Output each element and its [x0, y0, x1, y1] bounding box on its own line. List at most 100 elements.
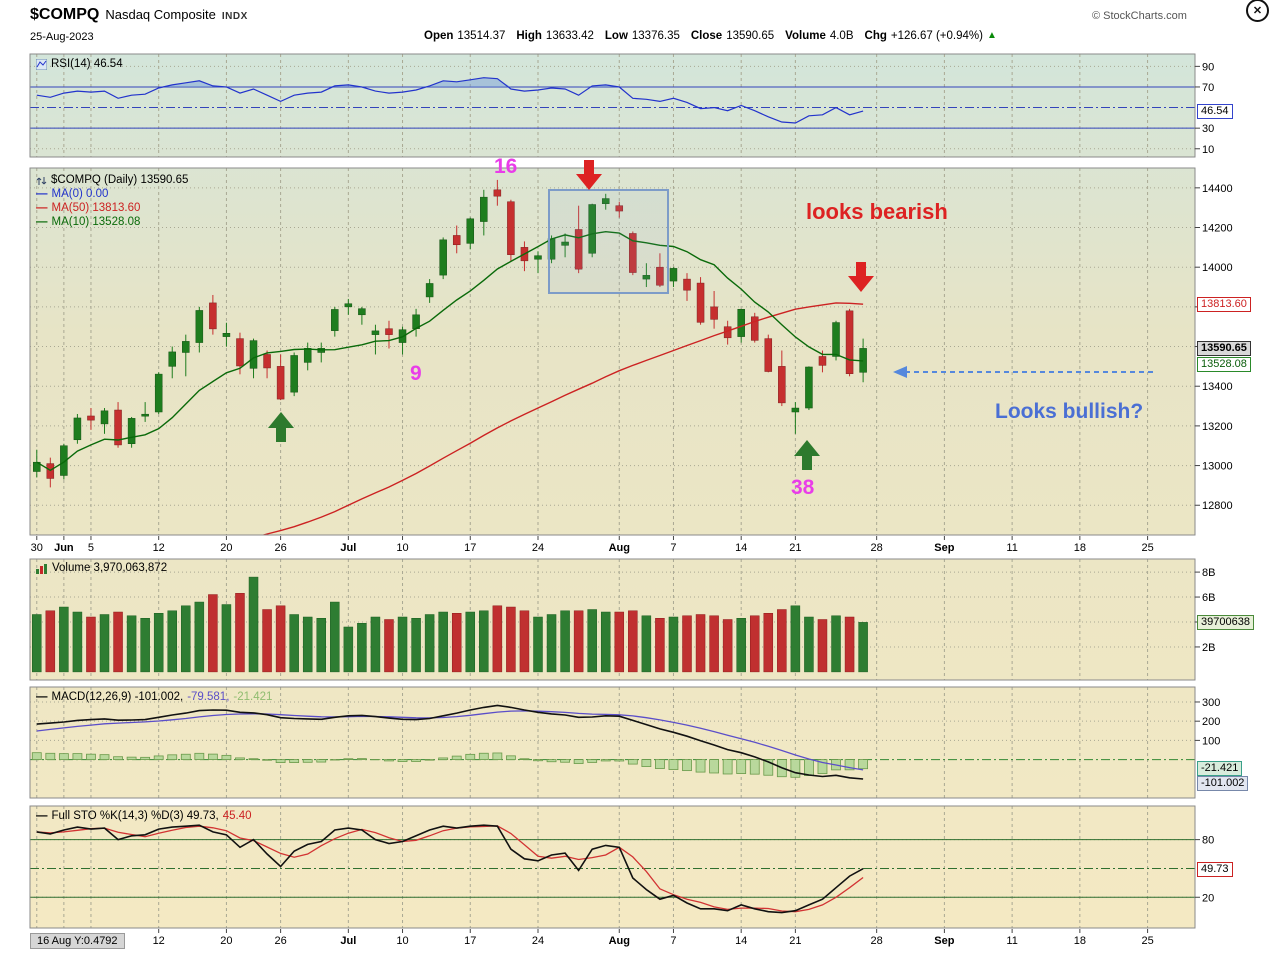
svg-text:200: 200 — [1202, 716, 1220, 728]
svg-text:14000: 14000 — [1202, 262, 1233, 274]
volume-value: 4.0B — [829, 30, 854, 42]
svg-text:14: 14 — [735, 542, 747, 554]
svg-text:Aug: Aug — [609, 935, 630, 947]
sto-value-badge: 49.73 — [1197, 862, 1233, 877]
svg-text:14400: 14400 — [1202, 183, 1233, 195]
svg-text:13000: 13000 — [1202, 461, 1233, 473]
green-up-arrow-annotation-2 — [794, 440, 820, 470]
header: $COMPQ Nasdaq Composite INDX — [30, 6, 248, 24]
volume-value-badge: 39700638 — [1197, 615, 1254, 630]
svg-text:10: 10 — [1202, 144, 1214, 156]
volume-legend-label: Volume 3,970,063,872 — [52, 562, 168, 574]
close-icon: ✕ — [1252, 5, 1263, 17]
ma50-value-badge: 13813.60 — [1197, 297, 1251, 312]
svg-text:80: 80 — [1202, 835, 1214, 847]
svg-text:70: 70 — [1202, 82, 1214, 94]
company-name: Nasdaq Composite — [105, 7, 216, 22]
price-legend: $COMPQ (Daily) 13590.65 — MA(0) 0.00 — M… — [36, 173, 188, 229]
macd-legend: — MACD(12,26,9) -101.002, -79.581, -21.4… — [36, 690, 272, 704]
svg-text:21: 21 — [789, 935, 801, 947]
svg-text:2B: 2B — [1202, 642, 1215, 654]
red-down-arrow-annotation-2 — [848, 262, 874, 292]
volume-label: Volume — [785, 30, 826, 42]
macd-line-icon: — — [36, 691, 48, 703]
annotation-9: 9 — [410, 362, 422, 385]
ma0-legend-label: MA(0) 0.00 — [51, 188, 109, 200]
price-legend-label: $COMPQ (Daily) 13590.65 — [51, 174, 189, 186]
svg-text:26: 26 — [274, 935, 286, 947]
svg-text:90: 90 — [1202, 61, 1214, 73]
sto-line-icon: — — [36, 810, 48, 822]
low-label: Low — [604, 30, 628, 42]
svg-text:24: 24 — [532, 542, 544, 554]
rsi-icon — [36, 58, 47, 70]
svg-text:10: 10 — [396, 935, 408, 947]
consolidation-box-annotation — [548, 189, 669, 294]
crosshair-readout: 16 Aug Y:0.4792 — [30, 933, 125, 949]
svg-text:24: 24 — [532, 935, 544, 947]
svg-text:30: 30 — [1202, 123, 1214, 135]
high-label: High — [516, 30, 542, 42]
macd-value-badge: -101.002 — [1197, 776, 1249, 791]
svg-text:28: 28 — [871, 935, 883, 947]
open-label: Open — [424, 30, 454, 42]
ma50-line-icon: — — [36, 202, 48, 214]
ma10-line-icon: — — [36, 216, 48, 228]
ma50-legend-label: MA(50) 13813.60 — [51, 202, 141, 214]
annotation-looks-bearish: looks bearish — [806, 199, 948, 224]
svg-text:14200: 14200 — [1202, 223, 1233, 235]
svg-text:21: 21 — [789, 542, 801, 554]
svg-text:Aug: Aug — [609, 542, 630, 554]
price-updown-icon — [36, 176, 47, 185]
svg-text:5: 5 — [88, 542, 94, 554]
macd-legend-main: MACD(12,26,9) -101.002, — [51, 691, 184, 703]
annotation-16: 16 — [494, 155, 518, 178]
up-triangle-icon: ▲ — [986, 30, 997, 41]
svg-text:100: 100 — [1202, 735, 1220, 747]
svg-text:20: 20 — [1202, 892, 1214, 904]
svg-text:11: 11 — [1006, 542, 1017, 554]
red-down-arrow-annotation-1 — [576, 160, 602, 190]
last-price-badge: 13590.65 — [1197, 341, 1251, 356]
sto-legend-main: Full STO %K(14,3) %D(3) 49.73, — [51, 810, 219, 822]
svg-text:Jul: Jul — [340, 542, 356, 554]
sto-legend-d: 45.40 — [222, 810, 252, 822]
svg-text:Jun: Jun — [54, 542, 74, 554]
ma10-value-badge: 13528.08 — [1197, 357, 1251, 372]
svg-text:10: 10 — [396, 542, 408, 554]
svg-text:Sep: Sep — [934, 542, 954, 554]
close-value: 13590.65 — [726, 30, 775, 42]
svg-text:13200: 13200 — [1202, 421, 1233, 433]
rsi-value-badge: 46.54 — [1197, 104, 1233, 119]
svg-text:11: 11 — [1006, 935, 1017, 947]
svg-text:13400: 13400 — [1202, 381, 1233, 393]
volume-legend: Volume 3,970,063,872 — [36, 561, 167, 575]
svg-text:14: 14 — [735, 935, 747, 947]
macd-hist-value-badge: -21.421 — [1197, 761, 1243, 776]
svg-text:17: 17 — [464, 935, 476, 947]
svg-text:Jul: Jul — [340, 935, 356, 947]
svg-text:30: 30 — [31, 542, 43, 554]
svg-text:18: 18 — [1074, 935, 1086, 947]
svg-text:12: 12 — [153, 935, 165, 947]
svg-text:17: 17 — [464, 542, 476, 554]
svg-text:25: 25 — [1141, 935, 1153, 947]
svg-text:20: 20 — [220, 935, 232, 947]
open-value: 13514.37 — [457, 30, 506, 42]
svg-text:20: 20 — [220, 542, 232, 554]
svg-text:Sep: Sep — [934, 935, 954, 947]
green-up-arrow-annotation-1 — [268, 412, 294, 442]
ma10-legend-label: MA(10) 13528.08 — [51, 216, 141, 228]
svg-text:28: 28 — [871, 542, 883, 554]
svg-text:25: 25 — [1141, 542, 1153, 554]
low-value: 13376.35 — [631, 30, 680, 42]
close-button[interactable]: ✕ — [1246, 0, 1269, 22]
sto-legend: — Full STO %K(14,3) %D(3) 49.73, 45.40 — [36, 809, 252, 823]
volume-bars-icon — [36, 563, 47, 574]
svg-text:7: 7 — [670, 935, 676, 947]
close-label: Close — [690, 30, 723, 42]
svg-text:300: 300 — [1202, 697, 1220, 709]
svg-text:12: 12 — [153, 542, 165, 554]
